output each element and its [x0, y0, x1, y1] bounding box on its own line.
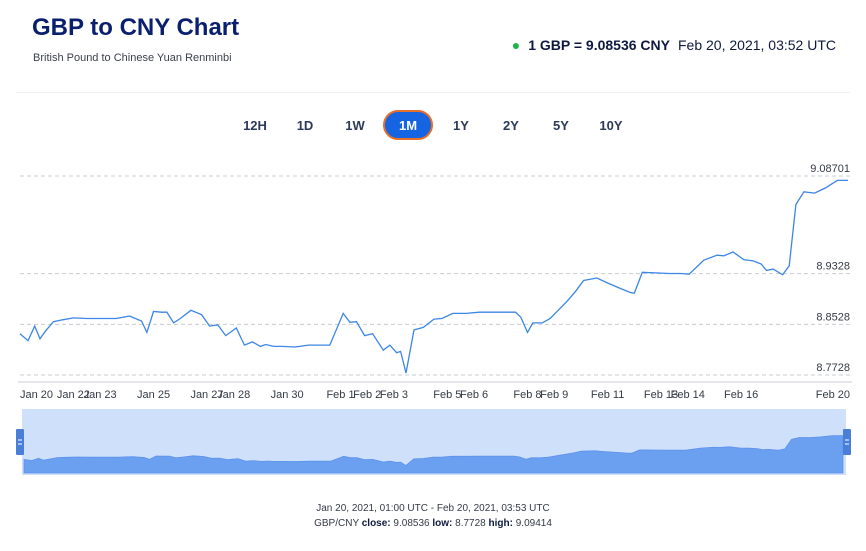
x-tick-label: Jan 25: [137, 389, 170, 400]
range-button-1w[interactable]: 1W: [345, 117, 365, 133]
close-label: close:: [361, 518, 391, 529]
close-value: 9.08536: [393, 518, 430, 529]
live-dot-icon: ●: [511, 37, 521, 53]
page-subtitle: British Pound to Chinese Yuan Renminbi: [33, 52, 232, 64]
y-axis-labels: 9.08701 8.9328 8.8528 8.7728: [810, 163, 850, 374]
y-tick-label: 9.08701: [810, 163, 850, 175]
range-button-12h[interactable]: 12H: [243, 117, 267, 133]
summary-range: Jan 20, 2021, 01:00 UTC - Feb 20, 2021, …: [316, 503, 550, 514]
x-tick-label: Jan 23: [84, 389, 117, 400]
current-rate: ● 1 GBP = 9.08536 CNY Feb 20, 2021, 03:5…: [512, 37, 836, 53]
navigator-handle-left[interactable]: [16, 429, 24, 455]
low-value: 8.7728: [455, 518, 486, 529]
x-tick-label: Feb 9: [540, 389, 568, 400]
rate-value: 1 GBP = 9.08536 CNY: [528, 37, 670, 53]
range-button-10y[interactable]: 10Y: [599, 117, 623, 133]
x-tick-label: Feb 8: [513, 389, 541, 400]
summary-stats: GBP/CNY close: 9.08536 low: 8.7728 high:…: [0, 516, 866, 531]
x-tick-label: Jan 28: [217, 389, 250, 400]
x-tick-label: Jan 22: [57, 389, 90, 400]
high-label: high:: [488, 518, 513, 529]
x-tick-label: Feb 6: [460, 389, 488, 400]
range-button-2y[interactable]: 2Y: [503, 117, 519, 133]
high-value: 9.09414: [515, 518, 552, 529]
range-button-1y[interactable]: 1Y: [453, 117, 469, 133]
y-tick-label: 8.7728: [816, 362, 850, 374]
x-tick-label: Feb 11: [591, 389, 624, 400]
x-tick-label: Feb 20: [816, 389, 850, 400]
x-tick-label: Feb 16: [724, 389, 758, 400]
y-tick-label: 8.8528: [816, 311, 850, 323]
summary-pair: GBP/CNY: [314, 518, 359, 529]
x-tick-label: Feb 2: [353, 389, 381, 400]
time-range-selector: 12H 1D 1W 1M 1Y 2Y 5Y 10Y: [0, 110, 866, 142]
navigator-area: [23, 435, 844, 474]
x-tick-label: Feb 3: [380, 389, 408, 400]
x-tick-label: Feb 13: [644, 389, 678, 400]
chart-grid: [20, 175, 852, 376]
range-button-1d[interactable]: 1D: [296, 117, 314, 133]
range-button-1m[interactable]: 1M: [383, 110, 433, 140]
page-title: GBP to CNY Chart: [32, 14, 240, 41]
rate-line: [19, 179, 848, 374]
x-tick-label: Jan 27: [190, 389, 223, 400]
low-label: low:: [432, 518, 453, 529]
chart-navigator[interactable]: [0, 405, 866, 480]
x-tick-label: Feb 14: [671, 389, 705, 400]
header-divider: [16, 92, 850, 93]
x-tick-label: Feb 1: [326, 389, 354, 400]
x-tick-label: Jan 20: [20, 389, 53, 400]
x-tick-label: Feb 5: [433, 389, 461, 400]
y-tick-label: 8.9328: [816, 261, 850, 273]
chart-summary: Jan 20, 2021, 01:00 UTC - Feb 20, 2021, …: [0, 501, 866, 531]
range-button-5y[interactable]: 5Y: [553, 117, 569, 133]
rate-timestamp: Feb 20, 2021, 03:52 UTC: [678, 37, 836, 53]
x-tick-label: Jan 30: [271, 389, 304, 400]
navigator-handle-right[interactable]: [843, 429, 851, 455]
